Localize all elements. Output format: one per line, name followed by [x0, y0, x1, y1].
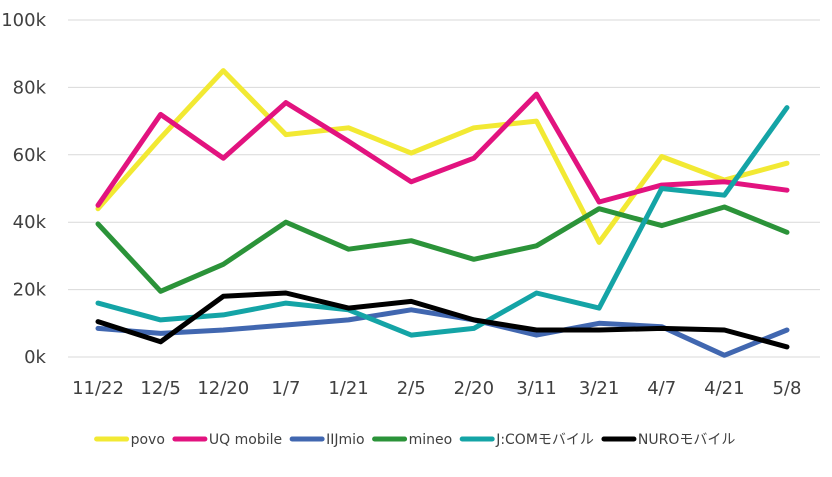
x-tick-label: 12/5 [140, 378, 180, 399]
x-tick-label: 2/20 [454, 378, 494, 399]
legend-label: mineo [409, 432, 453, 448]
x-axis-ticks: 11/22 12/5 12/20 1/7 1/21 2/5 2/20 3/11 3/21 4/7 4… [72, 378, 801, 399]
y-tick-label: 20k [13, 280, 47, 301]
x-tick-label: 3/11 [516, 378, 556, 399]
x-tick-label: 4/21 [704, 378, 744, 399]
gridlines [68, 19, 820, 358]
series-line-3 [95, 204, 790, 294]
legend-label: IIJmio [326, 432, 364, 448]
series-line-4 [95, 105, 790, 338]
y-tick-label: 100k [1, 10, 46, 31]
legend-label: NUROモバイル [638, 432, 735, 448]
x-tick-label: 4/7 [647, 378, 676, 399]
series-line-5 [95, 290, 790, 350]
series-line-1 [95, 91, 790, 208]
series-lines [95, 68, 790, 358]
y-tick-label: 80k [13, 77, 47, 98]
x-tick-label: 2/5 [397, 378, 426, 399]
x-tick-label: 11/22 [72, 378, 124, 399]
y-tick-label: 40k [13, 212, 47, 233]
legend-label: povo [131, 432, 165, 448]
legend: povo UQ mobile IIJmio mineo J:COMモバイル NUROモバイ… [94, 432, 735, 448]
y-axis-ticks: 0k 20k 40k 60k 80k 100k [1, 10, 46, 368]
legend-label: J:COMモバイル [495, 432, 594, 448]
series-line-2 [95, 307, 790, 358]
x-tick-label: 3/21 [579, 378, 619, 399]
series-line-0 [95, 68, 790, 245]
x-tick-label: 5/8 [773, 378, 802, 399]
y-tick-label: 0k [24, 347, 46, 368]
legend-label: UQ mobile [209, 432, 282, 448]
x-tick-label: 1/7 [271, 378, 300, 399]
x-tick-label: 1/21 [328, 378, 368, 399]
x-tick-label: 12/20 [197, 378, 249, 399]
y-tick-label: 60k [13, 145, 47, 166]
